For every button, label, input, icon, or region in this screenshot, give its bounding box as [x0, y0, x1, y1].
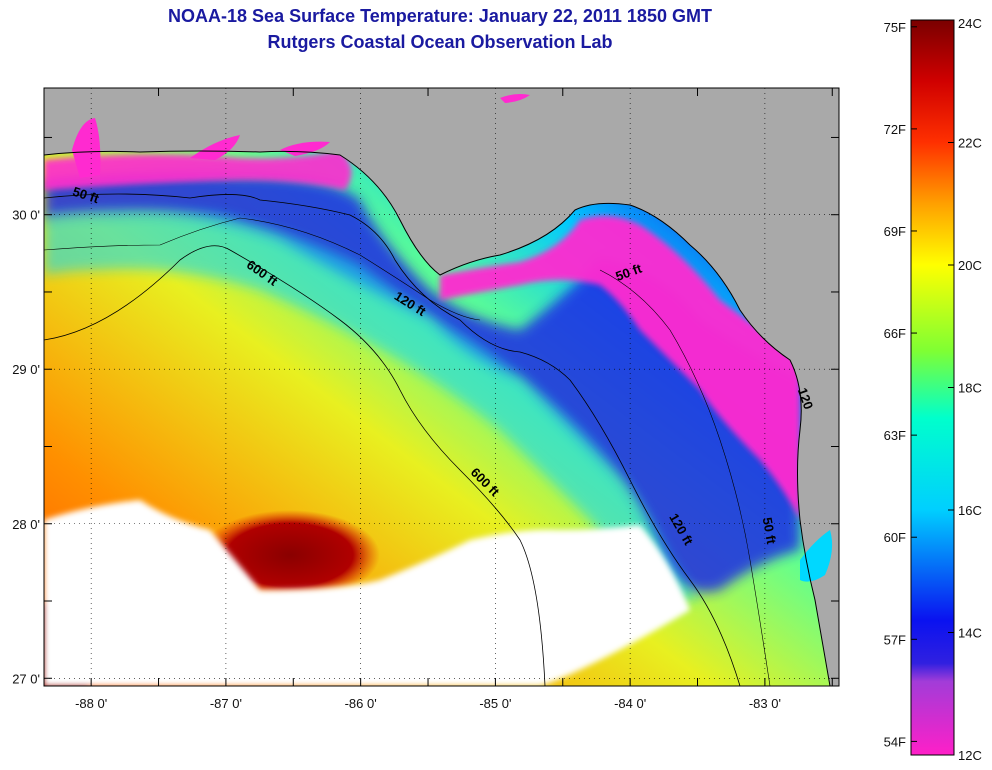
lon-tick-label: -83 0' [749, 696, 781, 711]
celsius-label: 20C [958, 258, 982, 273]
fahrenheit-label: 57F [884, 632, 906, 647]
pensacola-bay [190, 135, 240, 160]
axis-ticks: -88 0' -87 0' -86 0' -85 0' -84 0' -83 0' 30 0… [12, 88, 839, 711]
mobile-bay [72, 118, 101, 178]
celsius-label: 24C [958, 16, 982, 31]
contour-label: 120 [795, 386, 817, 412]
fahrenheit-label: 60F [884, 530, 906, 545]
colorbar-gradient [910, 19, 955, 756]
celsius-label: 14C [958, 626, 982, 641]
celsius-label: 16C [958, 503, 982, 518]
map-title: NOAA-18 Sea Surface Temperature: January… [168, 6, 712, 26]
lat-tick-label: 28 0' [12, 517, 40, 532]
fahrenheit-label: 54F [884, 734, 906, 749]
lon-tick-label: -88 0' [75, 696, 107, 711]
cloud-mask [44, 500, 690, 686]
lon-tick-label: -84 0' [614, 696, 646, 711]
contour-label: 50 ft [760, 516, 780, 546]
nearshore-cold-water [440, 216, 800, 520]
celsius-label: 22C [958, 136, 982, 151]
lat-tick-label: 27 0' [12, 671, 40, 686]
celsius-label: 18C [958, 381, 982, 396]
land-mass [44, 88, 839, 686]
map-frame [43, 87, 840, 687]
lake-seminole [500, 94, 530, 103]
lon-tick-label: -86 0' [345, 696, 377, 711]
nearshore-cold-water-west [44, 150, 352, 190]
lon-tick-label: -85 0' [479, 696, 511, 711]
contour-120ft [44, 193, 741, 686]
lon-tick-label: -87 0' [210, 696, 242, 711]
lat-tick-label: 30 0' [12, 208, 40, 223]
lat-tick-label: 29 0' [12, 362, 40, 377]
fahrenheit-label: 63F [884, 428, 906, 443]
choctawhatchee-bay [280, 141, 330, 156]
fahrenheit-label: 66F [884, 326, 906, 341]
fahrenheit-label: 72F [884, 122, 906, 137]
celsius-label: 12C [958, 748, 982, 763]
fahrenheit-label: 75F [884, 20, 906, 35]
contour-50ft-west [44, 217, 481, 321]
contour-50ft-east [599, 269, 771, 686]
fahrenheit-label: 69F [884, 224, 906, 239]
contour-600ft [44, 245, 546, 686]
map-subtitle: Rutgers Coastal Ocean Observation Lab [267, 32, 613, 52]
coastline [44, 150, 831, 686]
colorbar-ticks: 24C 22C 20C 18C 16C 14C 12C 75F 72F 69F 66F 63F 60F 5… [884, 16, 982, 763]
